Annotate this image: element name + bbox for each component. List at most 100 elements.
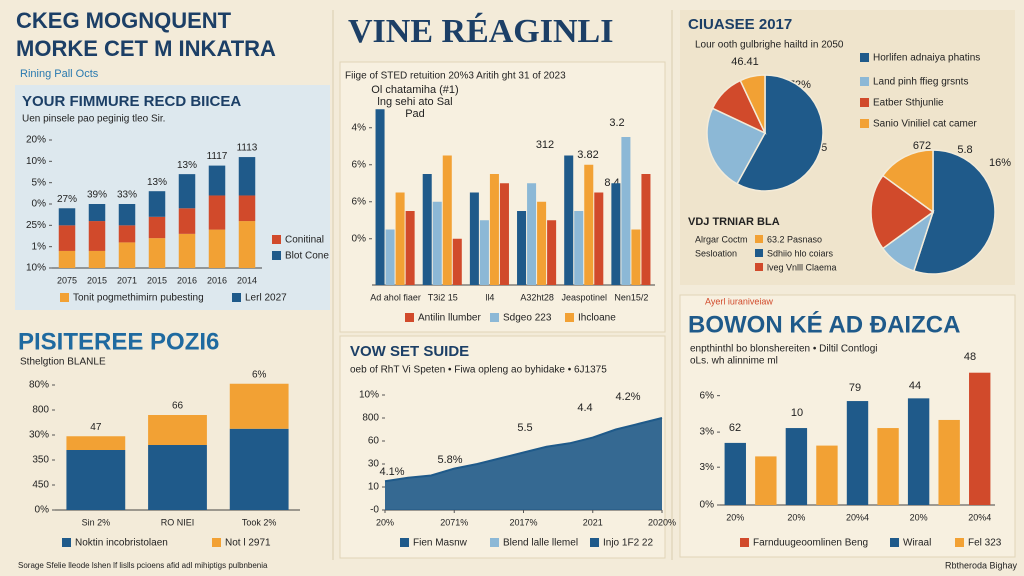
bar xyxy=(564,155,574,285)
annotation: 44 xyxy=(909,380,921,392)
x-tick-label: 2016 xyxy=(207,275,227,285)
annotation: 672 xyxy=(913,140,931,152)
bar-segment xyxy=(178,174,196,209)
legend-label: Fien Masnw xyxy=(413,538,468,549)
chart-subtitle: enpthinthl bo blonshereiten • Diltil Con… xyxy=(690,344,878,355)
bar xyxy=(611,183,621,285)
x-tick-label: 20%4 xyxy=(968,512,991,522)
bar-segment xyxy=(238,221,256,268)
legend-label: Fel 323 xyxy=(968,538,1002,549)
annotation: 4.2% xyxy=(615,391,640,403)
y-tick-label: 350 xyxy=(32,455,49,466)
legend-label: Sdgeo 223 xyxy=(503,313,552,324)
header-title: CKEG MOGNQUENT xyxy=(16,8,232,33)
y-tick-label: 800 xyxy=(362,413,379,424)
bar xyxy=(422,174,432,285)
credit: Rbtheroda Bighay xyxy=(945,560,1018,570)
legend-label: Antilin llumber xyxy=(418,313,481,324)
legend-label: Wiraal xyxy=(903,538,931,549)
bar-segment xyxy=(58,250,76,268)
bar xyxy=(385,229,395,285)
bar-segment xyxy=(118,204,136,226)
bar-segment xyxy=(208,229,226,268)
bar xyxy=(499,183,509,285)
x-tick-label: Nen15/2 xyxy=(614,292,648,302)
bar xyxy=(469,192,479,285)
bar xyxy=(375,109,385,285)
bar-segment xyxy=(58,225,76,251)
bar-segment xyxy=(66,436,126,450)
chart-subtitle: oeb of RhT Vi Speten • Fiwa opleng ao by… xyxy=(350,365,607,376)
annotation: 3.2 xyxy=(609,117,624,129)
bar-segment xyxy=(148,216,166,239)
bar xyxy=(479,220,489,285)
x-tick-label: ll4 xyxy=(485,292,494,302)
bar xyxy=(452,238,462,285)
x-tick-label: 2071% xyxy=(440,517,468,527)
bar-note: 13% xyxy=(177,160,197,171)
annotation: 5.5 xyxy=(517,422,532,434)
legend-swatch xyxy=(860,98,869,107)
pie-slice xyxy=(912,149,996,275)
bar-segment xyxy=(229,383,289,429)
area-shade xyxy=(385,418,662,510)
annotation: 48 xyxy=(964,351,976,363)
x-tick-label: 2015 xyxy=(87,275,107,285)
x-tick-label: Took 2% xyxy=(242,517,277,527)
key-swatch xyxy=(755,249,763,257)
key-label: 63.2 Pasnaso xyxy=(767,234,822,244)
line xyxy=(384,417,663,483)
legend-label: Land pinh ffieg grsnts xyxy=(873,77,968,88)
annotation: 79 xyxy=(849,382,861,394)
legend-label: Conitinal xyxy=(285,235,324,246)
key-label: Alrgar Coctm xyxy=(695,234,748,244)
key-label: Sesloation xyxy=(695,248,737,258)
legend-swatch xyxy=(860,77,869,86)
y-tick-label: 60 xyxy=(368,436,380,447)
legend-swatch xyxy=(740,538,749,547)
tagline: Rining Pall Octs xyxy=(20,68,99,80)
y-tick-label: 6% xyxy=(352,159,367,170)
legend-swatch xyxy=(860,119,869,128)
chart-title: YOUR FIMMURE RECD BIICEA xyxy=(22,93,241,110)
x-tick-label: T3i2 15 xyxy=(428,292,458,302)
legend-label: Noktin incobristolaen xyxy=(75,538,168,549)
chart-subtitle: Lour ooth gulbrighe hailtd in 2050 xyxy=(695,40,844,51)
bar-segment xyxy=(238,195,256,222)
y-tick-label: 6% xyxy=(352,196,367,207)
annotation: 312 xyxy=(536,139,554,151)
legend-label: Blend lalle llemel xyxy=(503,538,578,549)
bar xyxy=(527,183,537,285)
x-tick-label: 2071 xyxy=(117,275,137,285)
legend-swatch xyxy=(232,293,241,302)
bar-segment xyxy=(229,428,289,510)
bar xyxy=(938,419,960,505)
y-tick-label: 3% xyxy=(700,427,715,438)
y-tick-label: 10% xyxy=(26,156,46,167)
pie-slice xyxy=(739,74,766,134)
legend-swatch xyxy=(590,538,599,547)
x-tick-label: 2016 xyxy=(177,275,197,285)
bar xyxy=(405,211,415,285)
y-tick-label: 10% xyxy=(359,390,379,401)
chart-title: PISITEREE POZI6 xyxy=(18,328,219,355)
bar xyxy=(907,398,930,505)
bar xyxy=(846,401,869,505)
bar-segment xyxy=(58,208,76,226)
legend-label: Injo 1F2 22 xyxy=(603,538,653,549)
legend-swatch xyxy=(565,313,574,322)
x-tick-label: Sin 2% xyxy=(82,517,111,527)
chart-title: VOW SET SUIDE xyxy=(350,343,469,360)
bar xyxy=(584,164,594,285)
y-tick-label: 0% xyxy=(352,233,367,244)
y-tick-label: 25% xyxy=(26,220,46,231)
x-tick-label: 2075 xyxy=(57,275,77,285)
annotation: 3.82 xyxy=(577,149,598,161)
annotation: 10 xyxy=(791,407,803,419)
legend-label: Farnduugeoomlinen Beng xyxy=(753,538,868,549)
y-tick-label: 10% xyxy=(26,263,46,274)
bar xyxy=(785,428,808,505)
bar xyxy=(537,201,547,285)
y-tick-label: 4% xyxy=(352,122,367,133)
bar-segment xyxy=(238,157,256,196)
